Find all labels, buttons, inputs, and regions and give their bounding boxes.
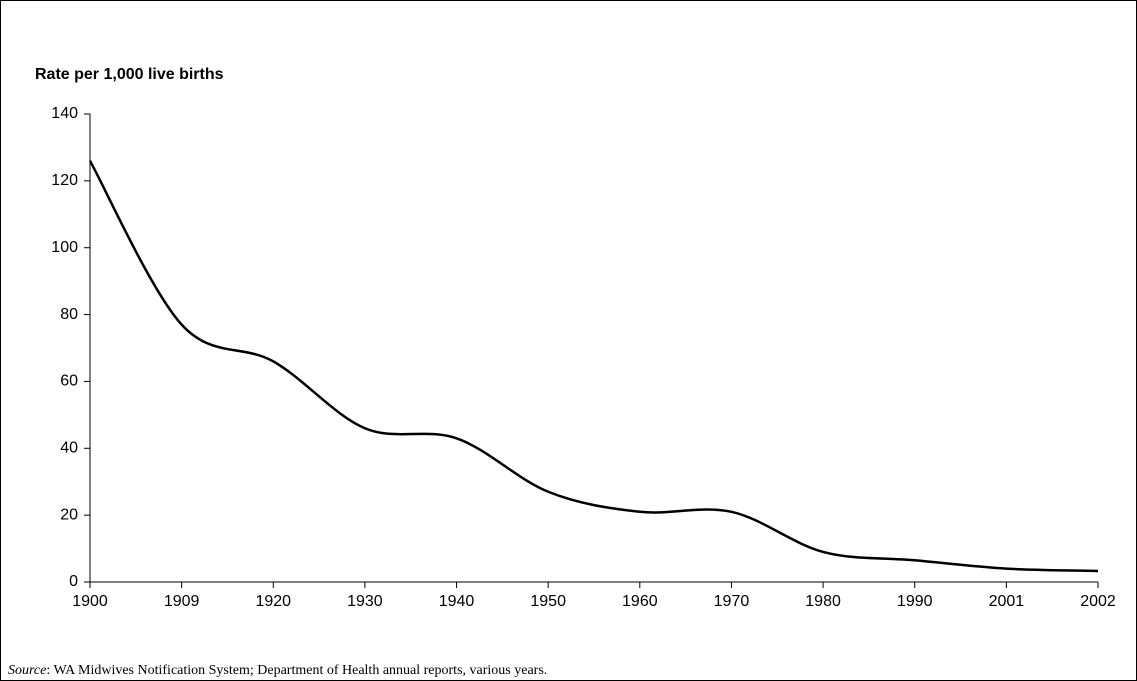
source-text: : WA Midwives Notification System; Depar… [46, 663, 547, 678]
y-tick-label: 20 [60, 506, 78, 523]
x-tick-label: 1980 [805, 593, 841, 610]
x-tick-label: 1930 [347, 593, 383, 610]
y-tick-label: 140 [51, 105, 78, 122]
data-line [88, 160, 1099, 573]
x-tick-label: 1920 [255, 593, 291, 610]
x-tick-label: 1909 [164, 593, 200, 610]
x-tick-label: 2001 [989, 593, 1025, 610]
y-tick-label: 40 [60, 440, 78, 457]
source-label: Source [8, 663, 46, 678]
x-tick-label: 1970 [714, 593, 750, 610]
x-tick-label: 1960 [622, 593, 658, 610]
x-tick-label: 1900 [72, 593, 108, 610]
y-tick-label: 60 [60, 373, 78, 390]
x-tick-label: 1940 [439, 593, 475, 610]
y-tick-label: 80 [60, 306, 78, 323]
x-tick-label: 1950 [530, 593, 566, 610]
source-note: Source: WA Midwives Notification System;… [8, 663, 547, 678]
y-tick-label: 120 [51, 172, 78, 189]
y-axis-label: Rate per 1,000 live births [35, 66, 224, 83]
x-tick-label: 1990 [897, 593, 933, 610]
x-tick-label: 2002 [1080, 593, 1116, 610]
y-tick-label: 0 [69, 573, 78, 590]
y-tick-label: 100 [51, 239, 78, 256]
